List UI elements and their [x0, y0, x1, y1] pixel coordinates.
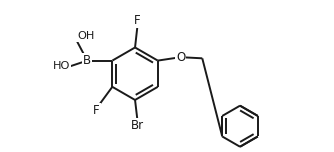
Text: HO: HO [53, 61, 70, 71]
Text: O: O [176, 51, 185, 64]
Text: Br: Br [131, 119, 144, 132]
Text: F: F [134, 14, 141, 27]
Text: F: F [93, 104, 100, 117]
Text: B: B [83, 54, 91, 67]
Text: OH: OH [77, 31, 94, 41]
